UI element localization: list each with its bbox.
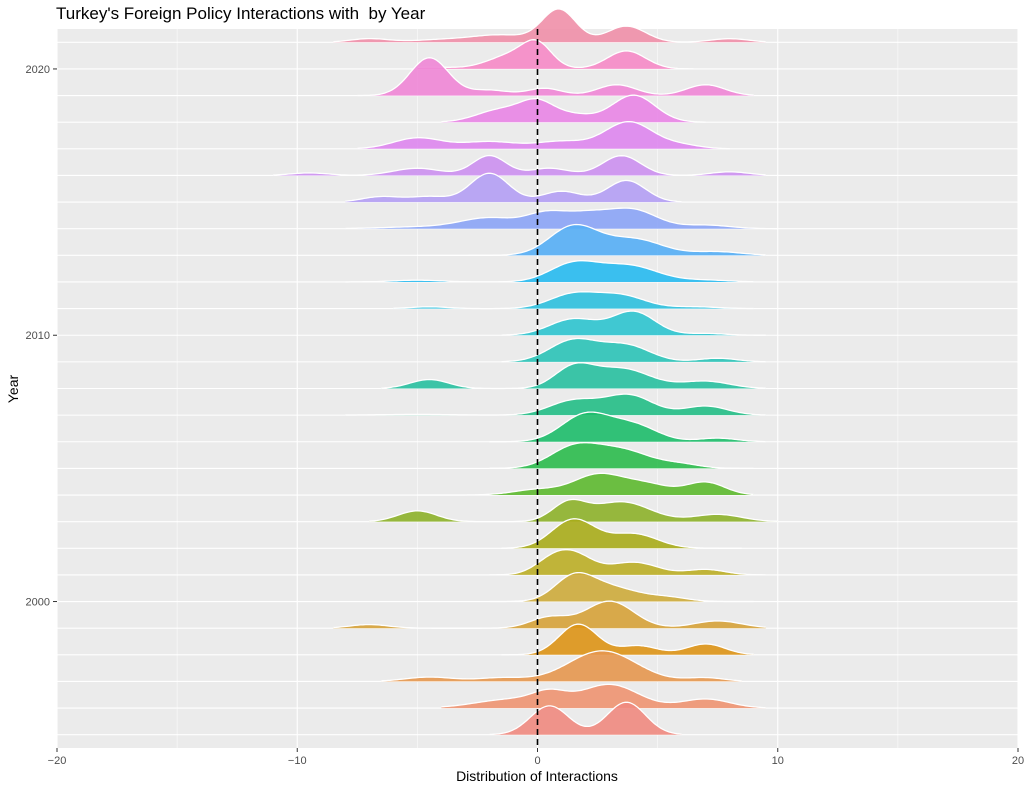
y-tick-label: 2000 [26, 597, 50, 609]
ridge-area-2015 [345, 173, 682, 203]
y-tick-label: 2020 [26, 64, 50, 76]
ridge-area-2014 [345, 208, 778, 229]
ridge-outline-2014 [345, 207, 778, 230]
ridge-outline-2011 [393, 291, 754, 310]
ridge-outline-2007 [345, 393, 766, 416]
x-tick-label: −20 [48, 755, 67, 767]
ridge-outline-2020 [417, 39, 694, 70]
ridge-outline-1997 [381, 650, 742, 682]
ridge-outline-2001 [489, 549, 766, 576]
ridge-area-2004 [417, 473, 754, 495]
ridge-area-2013 [417, 224, 766, 256]
axis-layer: −20 −10 0 10 20 2000 2010 2020 [26, 64, 1024, 767]
ridge-area-2006 [489, 412, 766, 442]
y-axis-title: Year [5, 375, 21, 404]
ridge-outline-2009 [501, 337, 766, 363]
ridge-outline-2017 [357, 120, 730, 150]
ridge-outline-1998 [501, 623, 754, 656]
chart-title: Turkey's Foreign Policy Interactions wit… [56, 4, 426, 23]
ridges-layer [273, 8, 778, 736]
grid-layer [56, 29, 1019, 748]
ridge-outline-2010 [501, 310, 766, 336]
ridge-outline-2000 [489, 571, 754, 603]
ridge-outline-1996 [441, 683, 766, 709]
ridge-outline-2015 [345, 172, 682, 203]
ridge-area-1997 [381, 650, 742, 682]
ridge-area-2003 [369, 499, 778, 522]
ridge-outline-2005 [489, 442, 754, 470]
ridge-outline-2006 [489, 411, 766, 443]
ridge-area-2018 [441, 95, 706, 123]
ridge-area-2005 [489, 442, 754, 469]
x-tick-label: 20 [1012, 755, 1024, 767]
ridge-outline-2018 [441, 94, 706, 123]
ridge-outline-1995 [489, 701, 682, 736]
ridge-area-1999 [333, 601, 766, 629]
ridge-area-2016 [273, 155, 766, 176]
ridge-area-2008 [381, 362, 766, 389]
ridge-area-2011 [393, 291, 754, 309]
ridge-area-1995 [489, 702, 682, 735]
ridge-area-2021 [333, 8, 766, 43]
ridge-outline-2021 [333, 8, 766, 43]
ridge-outline-2008 [381, 362, 766, 390]
ridge-outline-1999 [333, 600, 766, 629]
x-tick-label: 0 [534, 755, 540, 767]
ridge-outline-2013 [417, 223, 766, 257]
x-axis-title: Distribution of Interactions [456, 768, 618, 784]
x-tick-label: −10 [288, 755, 307, 767]
ridge-outline-2004 [417, 472, 754, 496]
ridge-area-1996 [441, 684, 766, 709]
ridge-outline-2019 [357, 57, 754, 97]
ridge-area-2010 [501, 311, 766, 336]
ridge-area-2019 [357, 57, 754, 96]
y-tick-label: 2010 [26, 330, 50, 342]
ridge-outline-2003 [369, 498, 778, 523]
ridge-outline-2016 [273, 154, 766, 176]
ridge-area-2000 [489, 572, 754, 602]
ridge-area-2009 [501, 338, 766, 362]
ridge-outline-2002 [501, 518, 742, 549]
ridge-outline-2012 [345, 260, 754, 283]
x-tick-label: 10 [772, 755, 784, 767]
ridge-area-2001 [489, 549, 766, 575]
